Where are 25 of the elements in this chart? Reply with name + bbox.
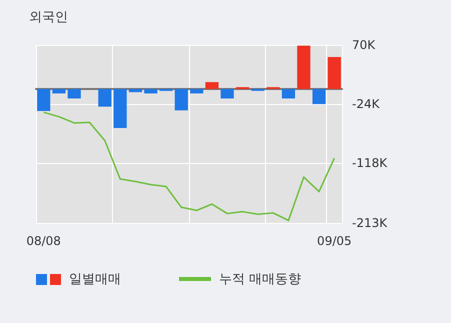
bar [220,89,234,98]
chart-title: 외국인 [29,10,68,25]
y-tick-label: -213K [352,216,388,230]
bar [52,89,66,94]
bar [98,89,112,107]
legend-label: 누적 매매동향 [219,271,302,288]
bar [128,89,142,92]
y-tick-label: -118K [352,156,388,170]
legend-label: 일별매매 [69,271,121,288]
bar [205,82,219,90]
bar [297,46,310,90]
line-series [42,112,336,222]
bar [312,89,326,104]
bar [190,89,204,94]
x-tick-label: 09/05 [317,234,352,248]
bar [37,89,50,112]
y-tick-label: -24K [352,97,381,112]
bar [174,89,188,110]
x-tick-label: 08/08 [26,234,61,248]
bar [114,89,127,128]
y-tick-label: 70K [352,38,376,52]
bar [68,89,81,98]
bar [144,89,158,94]
bar [282,89,296,98]
bar [328,56,341,90]
